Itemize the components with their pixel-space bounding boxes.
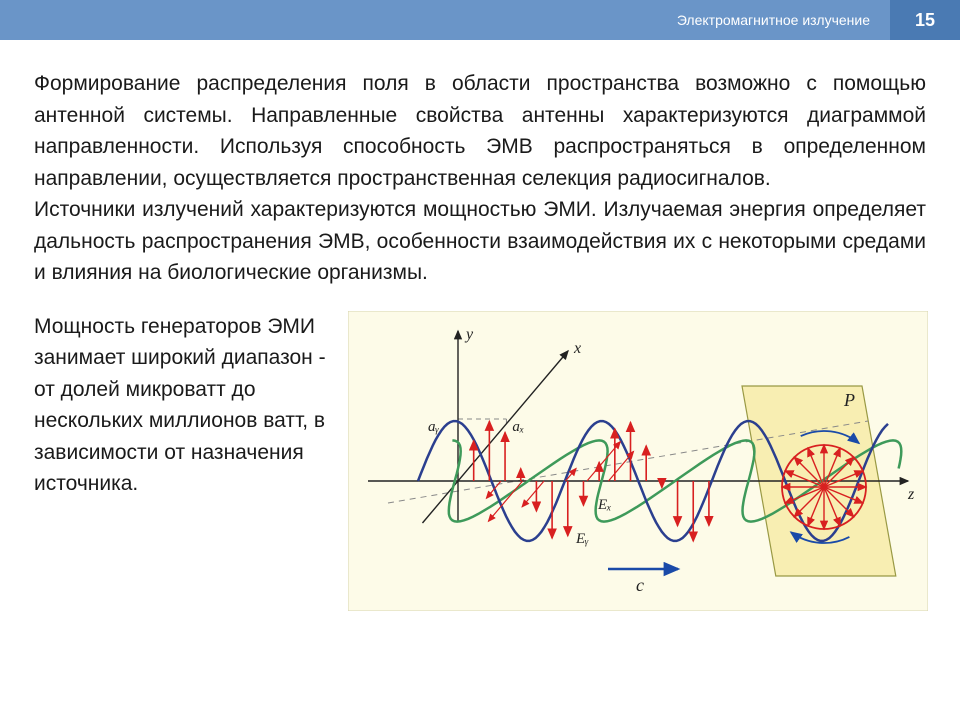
axis-label: Eₓ	[597, 497, 611, 513]
axis-label: P	[843, 390, 855, 410]
lower-row: Мощность генераторов ЭМИ занимает широки…	[0, 301, 960, 611]
axis-label: z	[907, 486, 915, 503]
side-paragraph: Мощность генераторов ЭМИ занимает широки…	[34, 311, 334, 611]
header-page-box: 15	[890, 0, 960, 40]
header-title: Электромагнитное излучение	[677, 12, 870, 28]
header-title-box: Электромагнитное излучение	[657, 0, 890, 40]
axis-label: Eᵧ	[575, 531, 589, 547]
axis-label: aᵧ	[428, 419, 440, 435]
em-wave-diagram: y x z c Paᵧ aₓ Eₓ Eᵧ	[348, 311, 940, 611]
axis-label: y	[464, 326, 474, 343]
paragraph-line: Формирование распределения поля в област…	[34, 68, 926, 194]
axis-label: aₓ	[512, 419, 524, 435]
page-number: 15	[915, 10, 935, 31]
paragraph-line: Источники излучений характеризуются мощн…	[34, 194, 926, 289]
slide-header: Электромагнитное излучение 15	[0, 0, 960, 40]
axis-label: x	[573, 340, 581, 357]
diagram-svg: y x z c Paᵧ aₓ Eₓ Eᵧ	[348, 311, 928, 611]
axis-label: c	[636, 575, 644, 595]
main-paragraph: Формирование распределения поля в област…	[0, 40, 960, 301]
